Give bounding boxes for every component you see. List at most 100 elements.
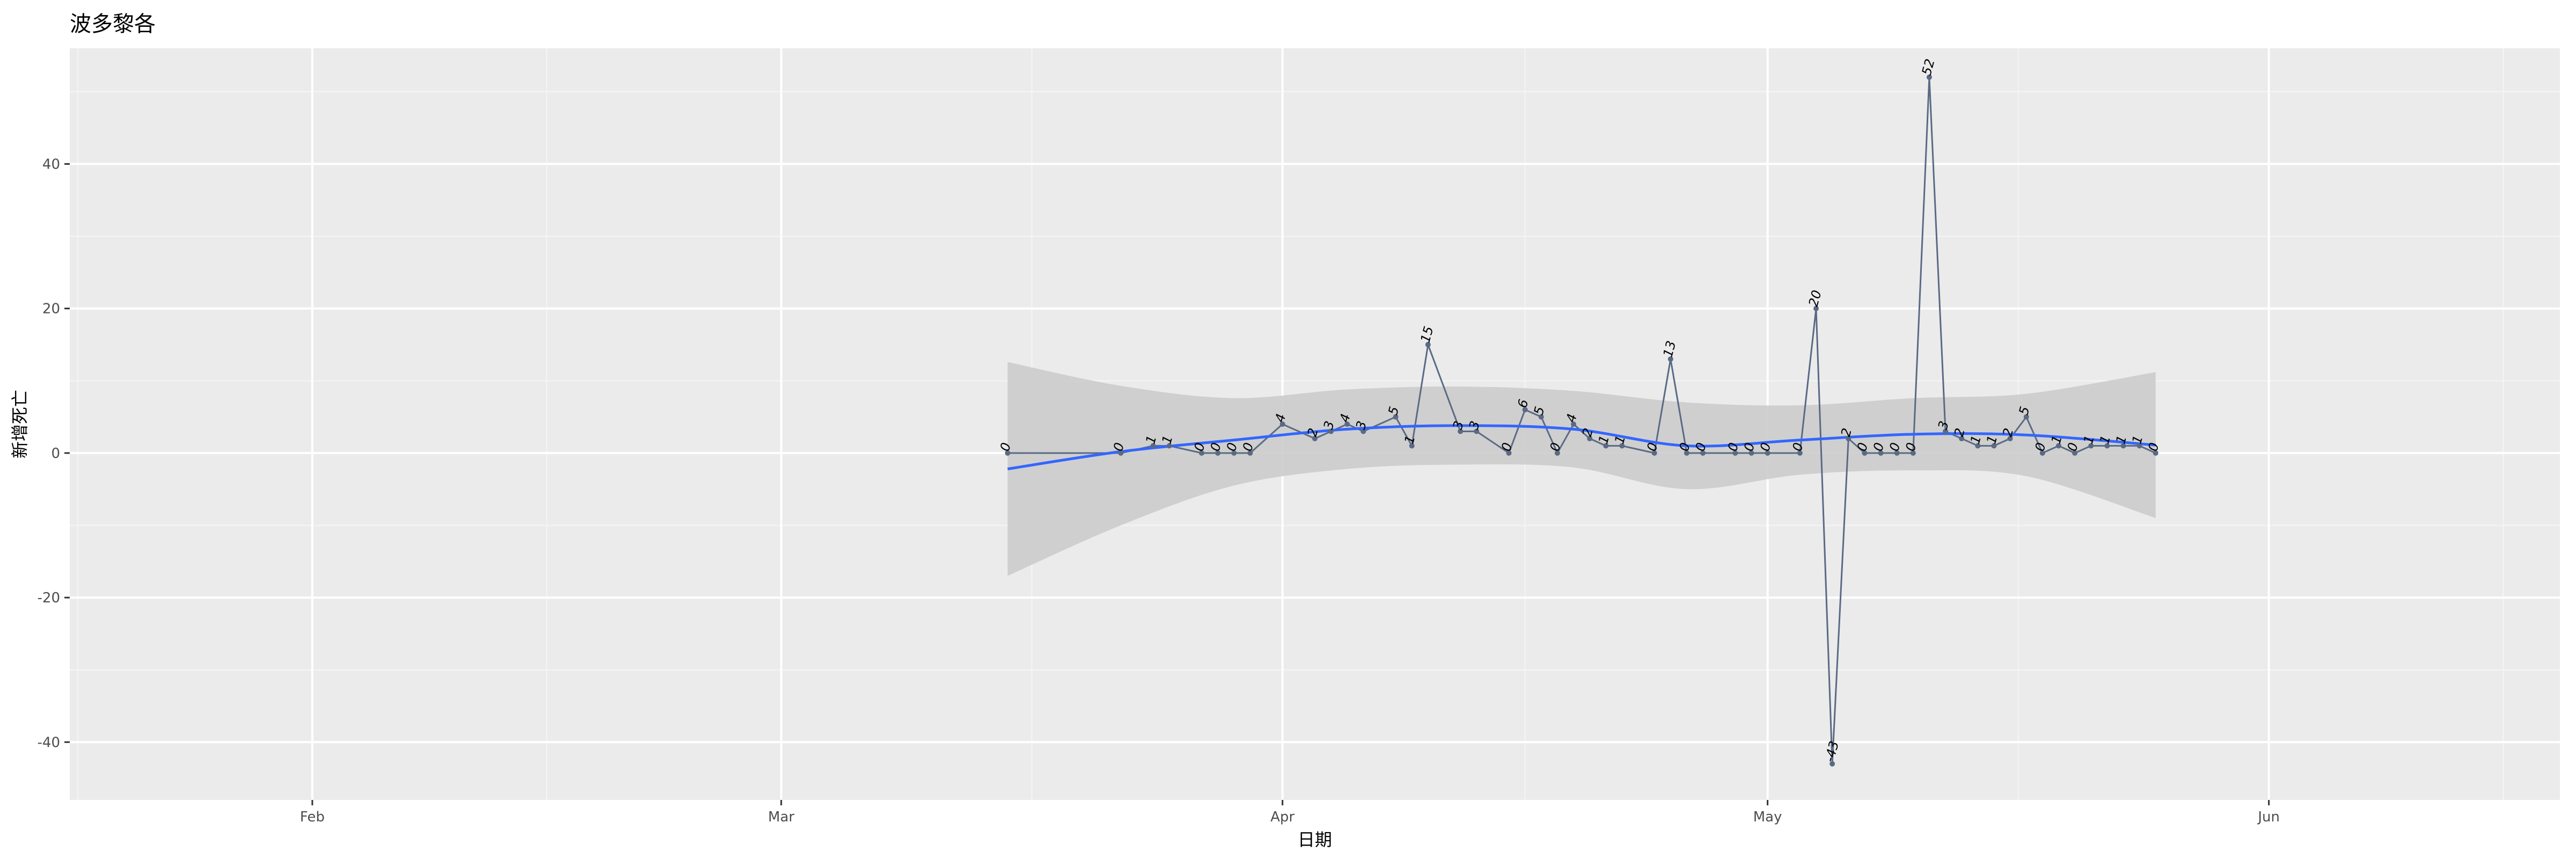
data-points	[1005, 74, 2158, 767]
data-label: 0	[1547, 441, 1564, 453]
data-point	[1118, 450, 1124, 456]
data-point	[1005, 450, 1011, 456]
data-point	[1667, 356, 1673, 362]
data-point	[2072, 450, 2078, 456]
data-point	[1975, 443, 1981, 449]
data-point	[1554, 450, 1560, 456]
data-label: 0	[997, 441, 1014, 453]
data-label: 3	[1353, 419, 1370, 431]
data-point	[1797, 450, 1803, 456]
data-label: 1	[2129, 434, 2146, 446]
data-point	[1522, 407, 1528, 413]
data-label: 5	[1385, 405, 1402, 417]
smooth-line-layer	[1007, 424, 2156, 470]
data-label: 0	[1741, 441, 1758, 453]
data-line	[1007, 77, 2156, 764]
x-tick-label: May	[1753, 809, 1782, 825]
data-label: 2	[1838, 426, 1855, 438]
y-tick-label: -20	[38, 590, 60, 606]
y-tick-label: 40	[42, 156, 60, 172]
data-label: 2	[2000, 426, 2016, 438]
data-point	[2007, 435, 2013, 441]
data-point	[1926, 74, 1932, 80]
confidence-ribbon	[1007, 362, 2156, 576]
data-point	[1360, 428, 1366, 434]
data-point	[1425, 341, 1431, 347]
data-label: 0	[2065, 441, 2081, 453]
data-point	[1474, 428, 1480, 434]
data-point	[1215, 450, 1221, 456]
y-axis-title: 新增死亡	[10, 390, 30, 458]
data-label: 5	[2016, 405, 2032, 417]
data-label: 1	[2048, 434, 2065, 446]
data-label: 1	[2081, 434, 2097, 446]
data-point	[1684, 450, 1689, 456]
x-axis-title: 日期	[1298, 829, 1332, 850]
y-tick-label: -40	[38, 734, 60, 751]
data-label: 1	[1143, 434, 1159, 446]
data-label: 6	[1514, 398, 1531, 410]
data-point	[1166, 443, 1172, 449]
data-label: 0	[1191, 441, 1208, 453]
data-point	[1344, 421, 1350, 427]
data-point	[1813, 305, 1819, 311]
x-tick-label: Apr	[1270, 809, 1294, 825]
data-point	[2120, 443, 2126, 449]
data-point	[2136, 443, 2142, 449]
data-label: 1	[2097, 434, 2113, 446]
y-axis-ticks: -40 -20 0 20 40	[38, 156, 70, 751]
data-point	[1943, 428, 1949, 434]
data-label: 5	[1531, 405, 1548, 417]
data-point	[1991, 443, 1997, 449]
data-label: 1	[1967, 434, 1984, 446]
data-point	[1619, 443, 1625, 449]
data-point	[1894, 450, 1900, 456]
data-point	[1279, 421, 1285, 427]
data-point	[1959, 435, 1965, 441]
y-tick-label: 0	[51, 446, 60, 462]
trend-line	[1007, 424, 2156, 470]
data-label: 0	[1677, 441, 1693, 453]
data-label: 1	[1612, 434, 1628, 446]
data-label: 0	[2146, 441, 2162, 453]
data-point	[1199, 450, 1205, 456]
data-label: 0	[1790, 441, 1806, 453]
data-label: 1	[1402, 434, 1418, 446]
data-point	[1732, 450, 1738, 456]
data-label: 3	[1935, 419, 1952, 431]
data-point	[1538, 414, 1544, 420]
data-point	[1458, 428, 1463, 434]
data-point	[2088, 443, 2094, 449]
data-label: 2	[1579, 426, 1596, 438]
data-point	[1393, 414, 1399, 420]
data-point	[1587, 435, 1593, 441]
data-label: 1	[2113, 434, 2129, 446]
data-label: 0	[1903, 441, 1920, 453]
data-point	[1409, 443, 1415, 449]
data-label: 3	[1450, 419, 1467, 431]
data-point	[1765, 450, 1770, 456]
data-label: 4	[1337, 412, 1353, 424]
x-tick-label: Feb	[300, 809, 325, 825]
data-label: 0	[1886, 441, 1903, 453]
data-point	[1312, 435, 1318, 441]
data-label: 0	[1498, 441, 1515, 453]
confidence-ribbon-layer	[1007, 362, 2156, 576]
data-point	[1506, 450, 1512, 456]
data-point	[1910, 450, 1916, 456]
data-label: 1	[1596, 434, 1612, 446]
data-label: 0	[1110, 441, 1127, 453]
data-label: 1	[1984, 434, 2000, 446]
x-tick-label: Jun	[2257, 809, 2280, 825]
data-label: 0	[2032, 441, 2049, 453]
data-point	[2055, 443, 2061, 449]
data-label: 0	[1725, 441, 1741, 453]
data-label: 0	[1854, 441, 1871, 453]
data-label: 3	[1321, 419, 1337, 431]
data-line-layer	[1007, 77, 2156, 764]
data-point	[1651, 450, 1657, 456]
data-label: 0	[1224, 441, 1240, 453]
data-point	[1846, 435, 1851, 441]
data-point	[1748, 450, 1754, 456]
